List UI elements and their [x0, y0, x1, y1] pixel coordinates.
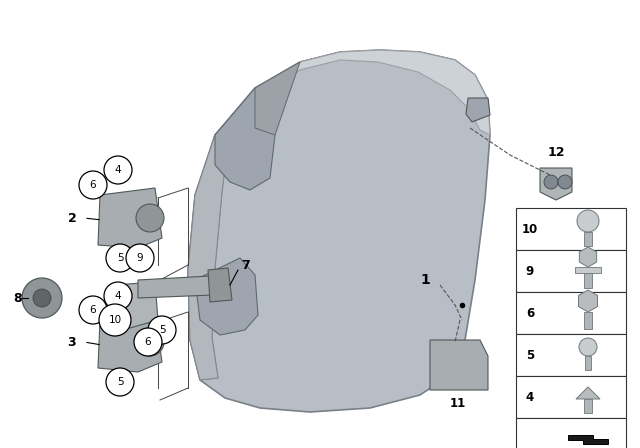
Text: 11: 11	[450, 396, 466, 409]
Text: 4: 4	[115, 165, 122, 175]
Polygon shape	[215, 50, 490, 135]
Polygon shape	[98, 312, 162, 372]
Polygon shape	[188, 128, 230, 380]
Bar	[516, 250, 626, 292]
Bar	[585, 356, 591, 370]
Circle shape	[126, 244, 154, 272]
Text: 2: 2	[68, 211, 76, 224]
Text: 6: 6	[90, 305, 96, 315]
Circle shape	[79, 296, 107, 324]
Polygon shape	[540, 168, 572, 200]
Bar	[584, 312, 592, 329]
Polygon shape	[112, 282, 158, 328]
Text: 6: 6	[526, 306, 534, 319]
Polygon shape	[466, 98, 490, 122]
Circle shape	[577, 210, 599, 232]
Text: 12: 12	[547, 146, 564, 159]
Circle shape	[579, 338, 597, 356]
Text: 9: 9	[137, 253, 143, 263]
Polygon shape	[430, 340, 488, 390]
Text: 1: 1	[420, 273, 430, 287]
Polygon shape	[188, 50, 490, 412]
Polygon shape	[255, 62, 300, 135]
Circle shape	[558, 175, 572, 189]
Circle shape	[99, 304, 131, 336]
Polygon shape	[568, 435, 608, 444]
Text: 5: 5	[116, 377, 124, 387]
Circle shape	[136, 328, 164, 356]
Circle shape	[104, 156, 132, 184]
Circle shape	[148, 316, 176, 344]
Bar	[575, 267, 601, 273]
Text: 8: 8	[13, 292, 22, 305]
Text: 9: 9	[526, 264, 534, 277]
Bar	[516, 292, 626, 334]
Text: 5: 5	[526, 349, 534, 362]
Bar	[584, 232, 592, 246]
Text: 4: 4	[526, 391, 534, 404]
Text: 5: 5	[159, 325, 165, 335]
Text: 6: 6	[90, 180, 96, 190]
Text: 7: 7	[241, 258, 250, 271]
Circle shape	[106, 244, 134, 272]
Bar	[516, 208, 626, 250]
Bar	[584, 399, 592, 413]
Polygon shape	[138, 276, 213, 298]
Circle shape	[134, 328, 162, 356]
Text: 3: 3	[68, 336, 76, 349]
Polygon shape	[195, 258, 258, 335]
Polygon shape	[188, 128, 230, 380]
Text: 10: 10	[108, 315, 122, 325]
Polygon shape	[579, 290, 598, 312]
Bar	[516, 376, 626, 418]
Polygon shape	[98, 188, 162, 248]
Text: 260904: 260904	[550, 433, 589, 443]
Circle shape	[79, 171, 107, 199]
Circle shape	[33, 289, 51, 307]
Polygon shape	[215, 88, 275, 190]
Bar	[584, 273, 592, 288]
Polygon shape	[208, 268, 232, 302]
Text: 10: 10	[522, 223, 538, 236]
Bar	[516, 334, 626, 376]
Bar	[516, 418, 626, 448]
Text: 4: 4	[115, 291, 122, 301]
Text: 6: 6	[145, 337, 151, 347]
Circle shape	[544, 175, 558, 189]
Polygon shape	[576, 387, 600, 399]
Circle shape	[136, 204, 164, 232]
Polygon shape	[579, 247, 596, 267]
Text: 5: 5	[116, 253, 124, 263]
Circle shape	[22, 278, 62, 318]
Circle shape	[104, 282, 132, 310]
Circle shape	[106, 368, 134, 396]
